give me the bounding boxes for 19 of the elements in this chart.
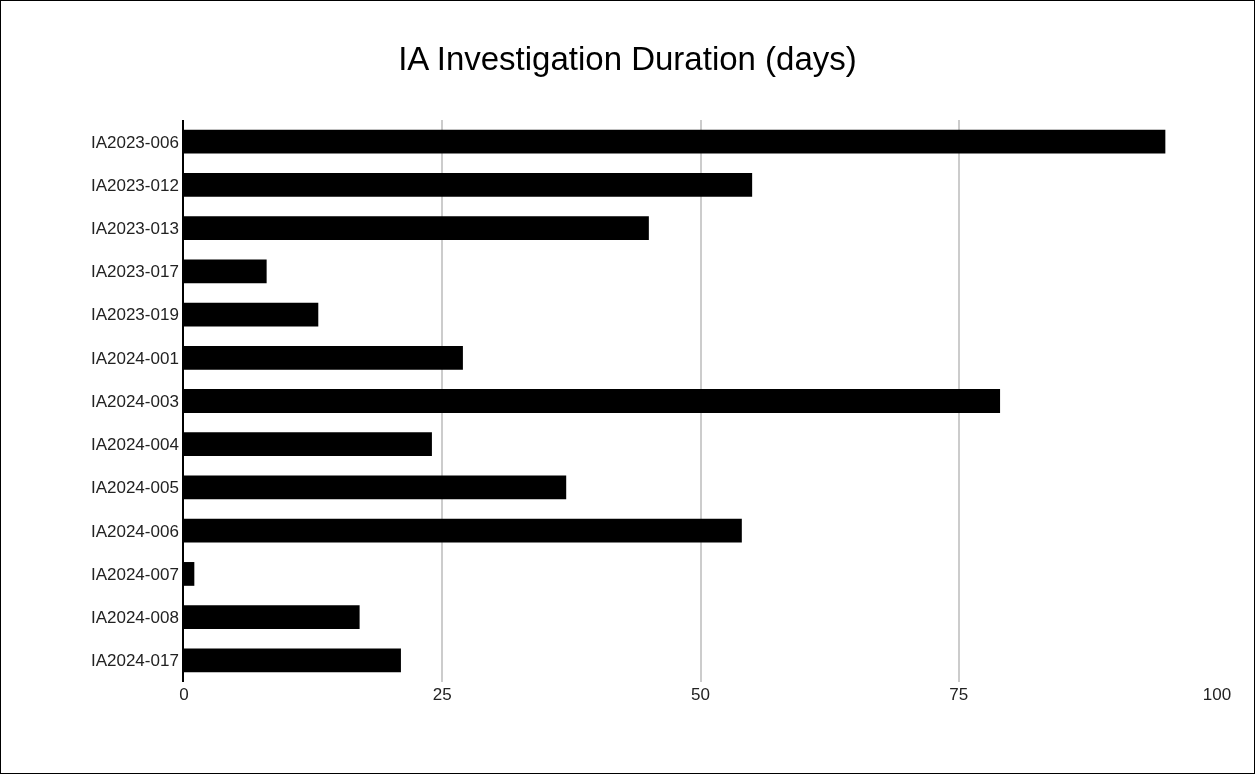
y-tick-label: IA2024-007 [90,564,179,584]
y-tick-label: IA2024-001 [90,348,179,368]
y-tick-label: IA2024-008 [90,608,179,628]
y-tick-label: IA2023-006 [90,132,179,152]
y-tick-label: IA2024-005 [90,478,179,498]
y-tick-label: IA2023-013 [90,219,179,239]
y-tick-label: IA2023-019 [90,305,179,325]
y-tick-label: IA2023-017 [90,262,179,282]
x-tick-label: 25 [432,685,452,704]
x-tick-label: 100 [1202,685,1232,704]
y-tick-label: IA2023-012 [90,175,179,195]
y-tick-label: IA2024-017 [90,651,179,671]
y-tick-label: IA2024-003 [90,391,179,411]
x-tick-label: 0 [179,685,189,704]
x-tick-label: 75 [949,685,969,704]
y-tick-label: IA2024-004 [90,435,179,455]
chart-title: IA Investigation Duration (days) [398,40,857,78]
x-tick-label: 50 [691,685,710,704]
y-tick-label: IA2024-006 [90,521,179,541]
